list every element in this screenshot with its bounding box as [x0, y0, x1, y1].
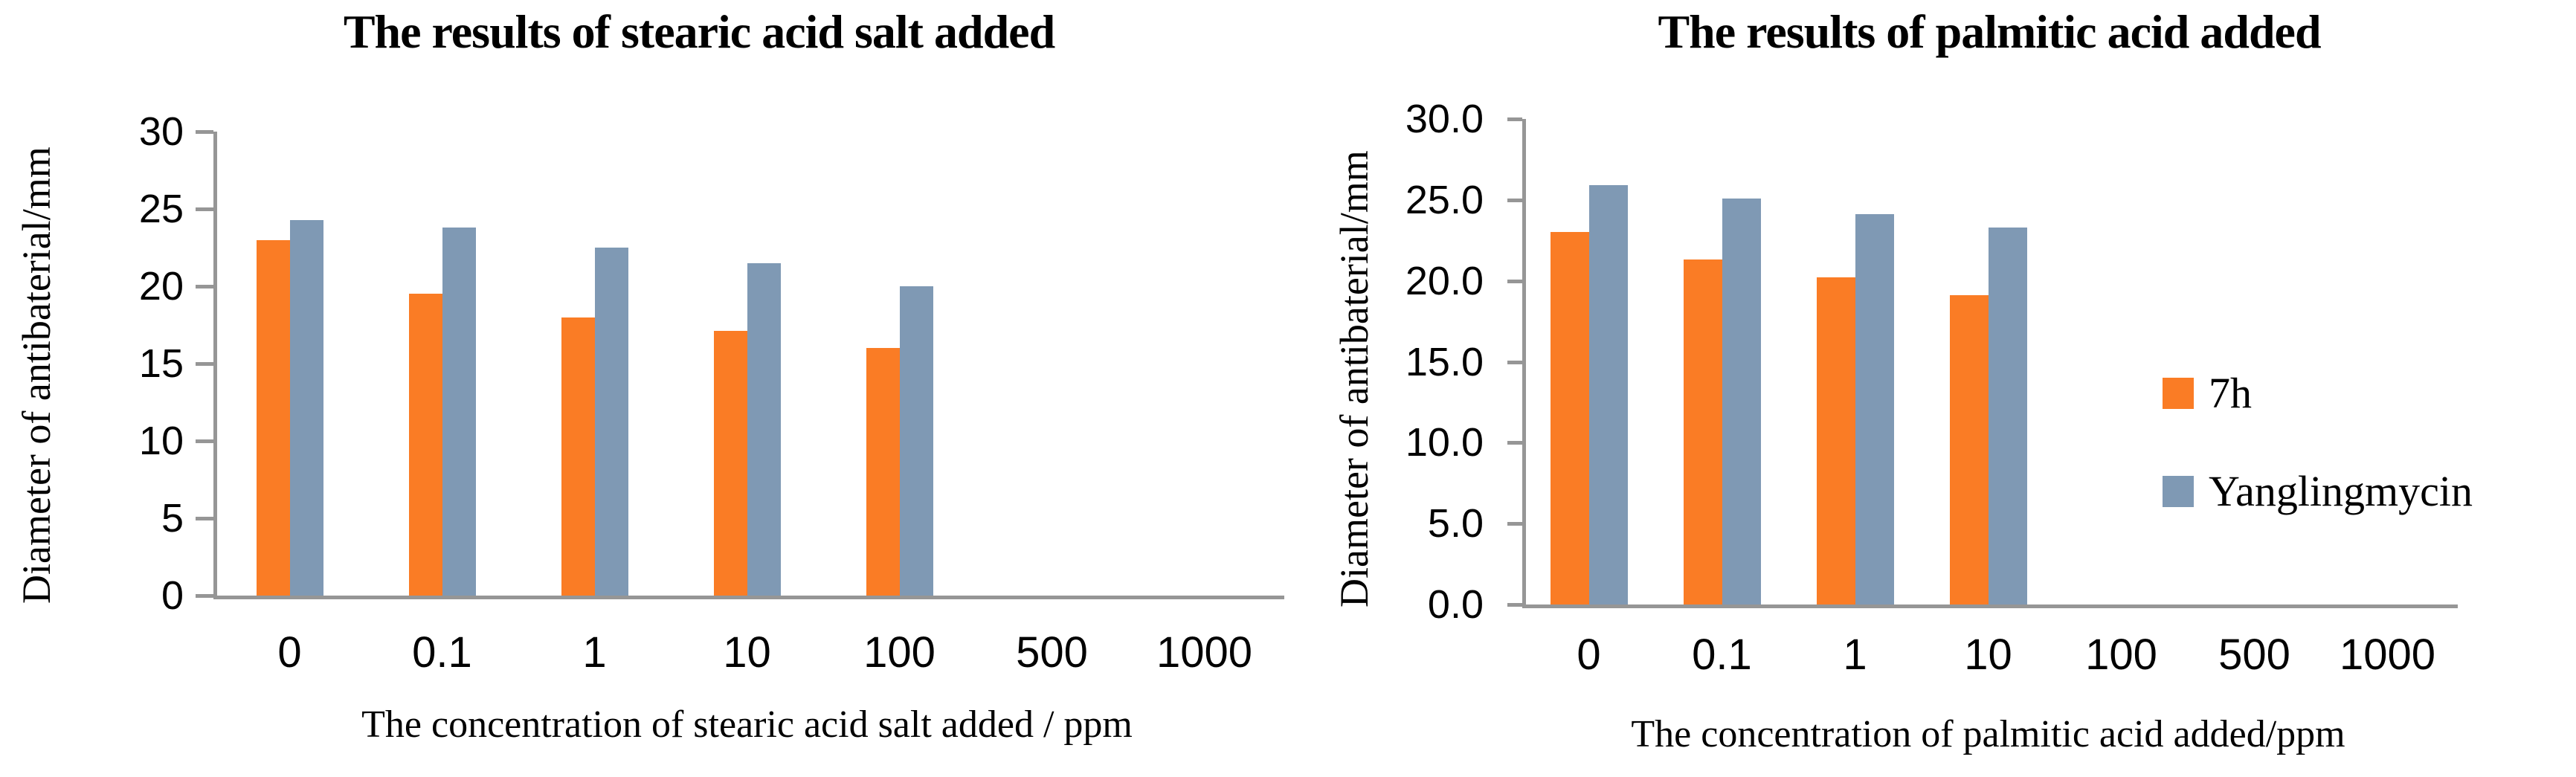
x-tick-label: 100: [863, 628, 936, 677]
y-tick-label: 25.0: [1405, 177, 1484, 222]
y-tick-mark: [1507, 279, 1522, 283]
y-tick-label: 0.0: [1427, 582, 1484, 627]
x-tick-label: 1: [582, 628, 607, 677]
chart-title: The results of stearic acid salt added: [343, 5, 1055, 58]
y-tick-label: 10: [138, 419, 184, 463]
x-tick-label: 0: [1577, 631, 1601, 679]
x-tick-label: 500: [2218, 631, 2290, 679]
y-tick-label: 15.0: [1405, 339, 1484, 384]
bar-7h-0: [1551, 232, 1589, 604]
bar-yanglingmycin-0.1: [442, 228, 476, 596]
bar-7h-1: [561, 317, 595, 596]
y-tick-label: 10.0: [1405, 420, 1484, 465]
y-tick-label: 30.0: [1405, 97, 1484, 141]
bar-yanglingmycin-1: [1855, 214, 1894, 604]
x-tick-label: 0.1: [1692, 631, 1752, 679]
legend-label: Yanglingmycin: [2209, 467, 2473, 515]
y-tick-label: 15: [138, 341, 184, 386]
bar-yanglingmycin-0.1: [1722, 199, 1761, 604]
legend-label: 7h: [2209, 369, 2252, 417]
x-tick-label: 100: [2085, 631, 2157, 679]
y-tick-label: 5.0: [1427, 501, 1484, 547]
bar-7h-0.1: [1684, 259, 1722, 604]
y-tick-label: 0: [161, 573, 184, 618]
legend-swatch-yanglingmycin: [2163, 476, 2194, 507]
x-tick-label: 10: [1964, 631, 2012, 679]
y-tick-mark: [1507, 360, 1522, 364]
y-tick-mark: [1507, 198, 1522, 202]
x-tick-label: 10: [723, 628, 771, 677]
x-tick-label: 1000: [2339, 631, 2436, 679]
palmitic-acid-chart: The results of palmitic acid added Diame…: [1309, 0, 2576, 777]
x-tick-label: 500: [1016, 628, 1088, 677]
bar-yanglingmycin-0: [1589, 185, 1628, 604]
bar-yanglingmycin-10: [747, 263, 781, 596]
y-tick-mark: [196, 439, 213, 443]
y-tick-label: 5: [161, 496, 184, 541]
y-tick-mark: [196, 517, 213, 520]
bar-yanglingmycin-100: [900, 286, 933, 596]
y-tick-label: 20: [138, 264, 184, 309]
y-tick-mark: [1507, 603, 1522, 607]
bar-7h-0.1: [409, 294, 442, 596]
legend-item-yanglingmycin: Yanglingmycin: [2163, 470, 2473, 513]
bar-7h-1: [1817, 277, 1855, 604]
stearic-acid-chart: The results of stearic acid salt added D…: [14, 5, 1284, 746]
bar-yanglingmycin-1: [595, 248, 628, 596]
bar-7h-100: [866, 348, 900, 596]
y-tick-label: 30: [138, 109, 184, 154]
legend-swatch-7h: [2163, 378, 2194, 409]
x-tick-label: 0.1: [412, 628, 472, 677]
x-tick-label: 1: [1843, 631, 1867, 679]
y-tick-mark: [196, 207, 213, 211]
bar-yanglingmycin-10: [1989, 228, 2027, 604]
x-tick-label: 0: [277, 628, 302, 677]
y-tick-mark: [196, 130, 213, 134]
y-tick-mark: [196, 594, 213, 598]
y-tick-mark: [196, 285, 213, 288]
bar-yanglingmycin-0: [290, 220, 323, 596]
bar-7h-0: [257, 240, 290, 596]
legend-item-7h: 7h: [2163, 372, 2252, 415]
y-tick-mark: [1507, 441, 1522, 445]
y-tick-mark: [1507, 522, 1522, 526]
y-tick-mark: [1507, 117, 1522, 121]
x-axis-title: The concentration of palmitic acid added…: [1631, 713, 2345, 755]
x-axis-title: The concentration of stearic acid salt a…: [361, 703, 1133, 746]
x-tick-label: 1000: [1156, 628, 1253, 677]
chart-title: The results of palmitic acid added: [1658, 5, 2321, 58]
plot-area: [1522, 119, 2458, 608]
y-tick-label: 20.0: [1405, 258, 1484, 303]
bar-7h-10: [714, 331, 747, 596]
bar-7h-10: [1950, 295, 1989, 604]
y-tick-label: 25: [138, 187, 184, 231]
y-tick-mark: [196, 362, 213, 366]
plot-area: [213, 132, 1284, 599]
